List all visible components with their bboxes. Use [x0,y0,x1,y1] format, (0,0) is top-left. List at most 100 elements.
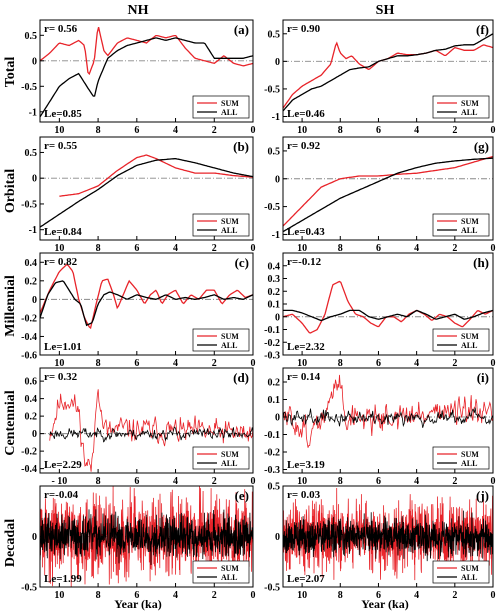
series-line-all [40,280,253,327]
x-tick-label: 2 [452,358,457,369]
correlation-label: r= 0.90 [287,23,321,35]
plot-frame [39,367,254,474]
correlation-label: r= 0.82 [44,256,78,268]
x-axis-label-nh: Year (ka) [114,597,161,611]
y-tick-label: 0.5 [268,146,281,157]
x-tick-label: 6 [134,590,139,601]
series-line-all [283,157,493,233]
y-tick-label: 0.5 [268,482,281,493]
panel-letter: (h) [473,255,489,270]
series-line-all [283,33,493,112]
x-tick-label: 6 [376,476,381,487]
series-line-all [40,37,253,118]
y-tick-label: 0.5 [25,148,38,159]
series-line-sum [40,27,253,76]
le-label: Le=1.01 [44,341,82,353]
x-tick-label: 10 [54,125,64,136]
x-tick-label: 8 [96,590,101,601]
panel-letter: (d) [233,370,249,385]
panel-c: 10 8 6 4 2 0 0.4 0.2 0 -0.2 -0.4 -0.6 r= 0.82 Le=1.01… [21,252,256,369]
x-tick-label: 8 [96,243,101,254]
le-label: Le=0.46 [287,108,325,120]
row-label-decadal: Decadal [3,519,18,567]
legend-entry-all: ALL [461,573,477,582]
x-tick-label: 2 [452,125,457,136]
y-tick-label: 0.2 [25,276,38,287]
y-tick-label: -0.4 [21,464,37,475]
y-tick-label: 0.5 [268,29,281,40]
legend-entry-sum: SUM [461,217,479,226]
legend-entry-all: ALL [221,459,237,468]
y-tick-label: 0.3 [268,274,281,285]
y-tick-label: 0.2 [268,287,281,298]
panel-letter: (i) [477,370,489,385]
x-tick-label: 8 [338,590,343,601]
y-tick-label: 0.2 [25,412,38,423]
x-tick-label: - 10 [51,476,67,487]
correlation-label: r= 0.92 [287,140,321,152]
y-tick-label: -0.2 [21,447,37,458]
x-tick-label: 2 [212,358,217,369]
y-tick-label: -0.6 [21,351,37,362]
y-tick-label: 0 [32,56,37,67]
x-tick-label: 4 [414,125,419,136]
panel-i: 10 8 6 4 2 0 0.2 0.1 0 -0.1 -0.2 -0.3 r= 0.14 Le=3.19… [264,367,496,487]
y-tick-label: 0.1 [268,300,281,311]
series-line-sum [49,389,253,472]
series-line-all [40,158,253,228]
plot-frame [282,19,494,123]
series-line-sum [283,487,493,583]
x-tick-label: 2 [212,476,217,487]
le-label: Le=3.19 [287,459,325,471]
x-tick-label: 4 [414,590,419,601]
legend-entry-sum: SUM [221,99,239,108]
x-tick-label: 0 [491,125,496,136]
x-tick-label: 8 [338,476,343,487]
legend-entry-all: ALL [461,341,477,350]
panels: 10 8 6 4 2 00.50-0.5-1r= 0.56Le=0.85(a)SUMALL… [21,19,496,601]
x-tick-label: 4 [173,476,178,487]
x-tick-label: 2 [452,476,457,487]
row-label-orbital: Orbital [3,169,18,213]
x-tick-label: 0 [251,243,256,254]
x-tick-label: 0 [491,476,496,487]
y-tick-label: -0.2 [264,448,280,459]
y-tick-label: -1 [272,112,280,123]
y-tick-label: -0.5 [264,583,280,594]
x-tick-label: 2 [212,125,217,136]
y-tick-label: -0.4 [21,332,37,343]
x-tick-label: 10 [297,125,307,136]
panel-letter: (b) [233,139,249,154]
y-tick-label: 0.5 [25,31,38,42]
plot-frame [282,136,494,241]
y-tick-label: -1 [272,230,280,241]
x-tick-label: 0 [491,358,496,369]
legend-entry-sum: SUM [221,332,239,341]
correlation-label: r= 0.55 [44,140,78,152]
x-tick-label: 2 [212,590,217,601]
le-label: Le=2.32 [287,341,325,353]
legend-entry-sum: SUM [221,450,239,459]
y-tick-label: 0 [32,429,37,440]
y-tick-label: 0.2 [268,378,281,389]
y-tick-label: 0.4 [268,261,281,272]
y-tick-label: -1 [29,225,37,236]
series-line-all [283,510,493,562]
le-label: Le=0.43 [287,226,325,238]
column-title-nh: NH [128,3,149,18]
correlation-label: r=-0.04 [44,489,79,501]
y-tick-label: 0.4 [25,258,38,269]
panel-d: - 10 8 6 4 2 0 0.6 0.4 0.2 0 -0.2 -0.4 r= 0.32 Le=2.2… [21,367,256,487]
y-tick-label: 0 [32,174,37,185]
